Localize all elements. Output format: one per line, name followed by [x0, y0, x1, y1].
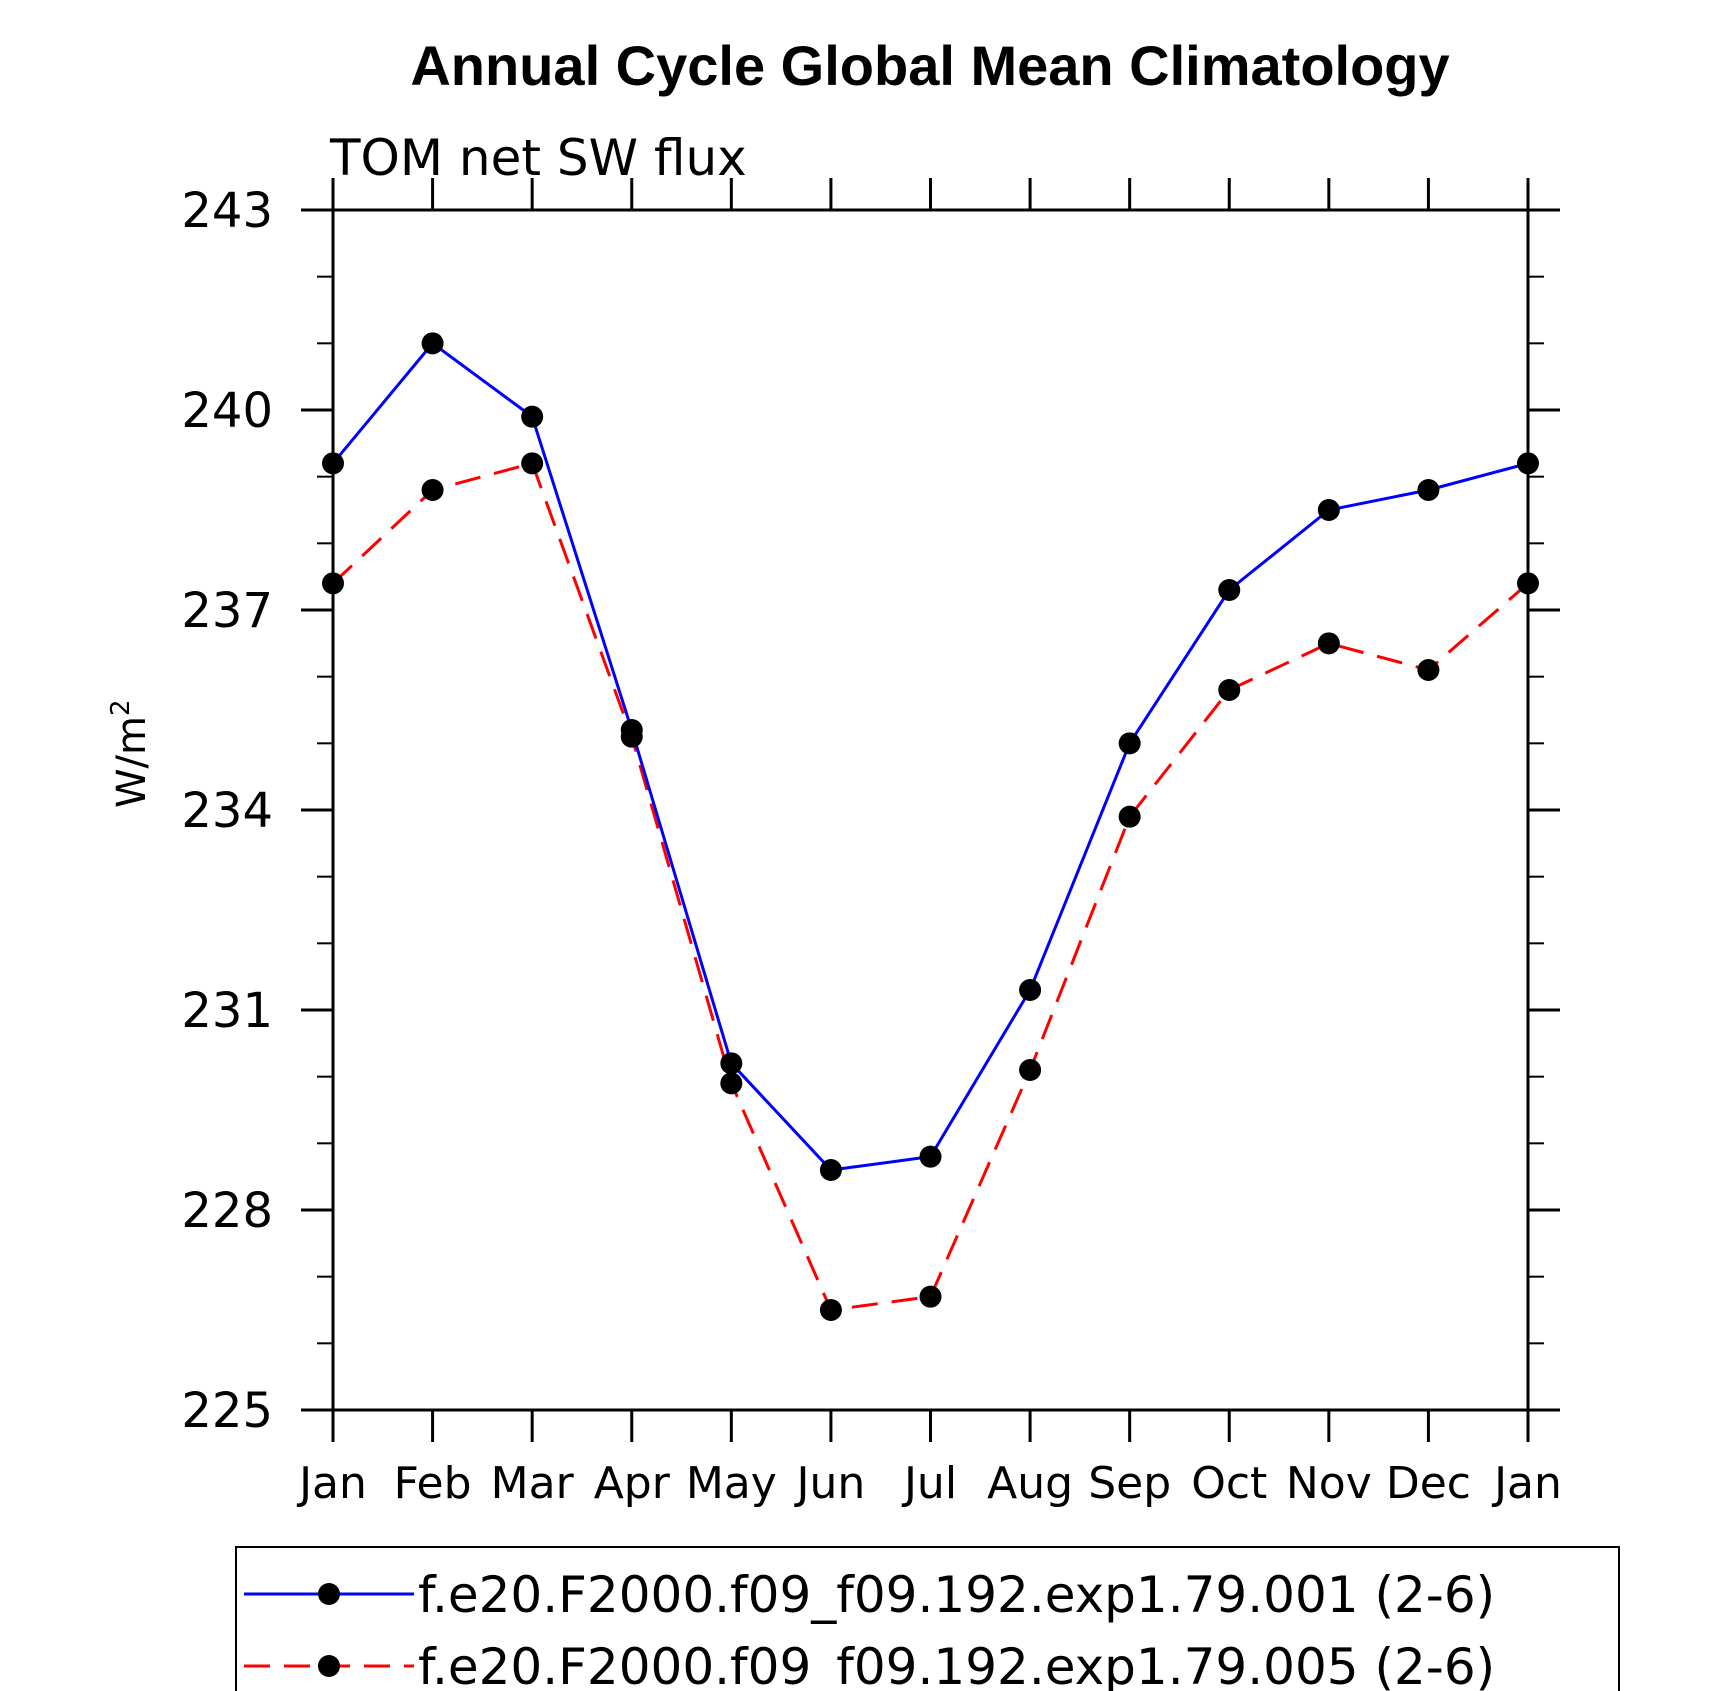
legend: f.e20.F2000.f09_f09.192.exp1.79.001 (2-6… — [235, 1546, 1620, 1691]
x-tick-label: Sep — [1088, 1458, 1171, 1509]
x-tick-label: Jan — [1491, 1458, 1562, 1509]
y-tick-label: 225 — [181, 1383, 273, 1439]
x-tick-label: May — [686, 1458, 777, 1509]
data-point — [1517, 572, 1539, 595]
series-group — [322, 332, 1539, 1321]
x-tick-label: Jun — [794, 1458, 866, 1509]
x-tick-label: Nov — [1286, 1458, 1372, 1509]
data-point — [1218, 679, 1241, 701]
series-line — [331, 461, 1529, 1312]
x-tick-label: Apr — [594, 1458, 671, 1509]
data-point — [1019, 979, 1042, 1001]
y-tick-label: 231 — [181, 983, 273, 1039]
data-point — [521, 405, 544, 428]
data-point — [919, 1285, 942, 1308]
y-tick-label: 240 — [181, 383, 273, 439]
data-point — [1019, 1059, 1042, 1081]
legend-entry-label: f.e20.F2000.f09_f09.192.exp1.79.001 (2-6… — [418, 1566, 1495, 1624]
y-tick-label: 243 — [181, 183, 273, 239]
data-point — [620, 719, 643, 741]
chart-title: Annual Cycle Global Mean Climatology — [410, 34, 1449, 97]
legend-marker — [318, 1655, 340, 1677]
chart-subtitle: TOM net SW flux — [329, 129, 747, 187]
data-point — [919, 1145, 942, 1168]
data-point — [521, 452, 544, 475]
y-tick-label: 234 — [181, 783, 273, 839]
y-tick-label: 237 — [181, 583, 273, 639]
y-axis-label-unit: W/m — [109, 716, 155, 808]
data-point — [1118, 805, 1141, 828]
data-point — [421, 332, 444, 355]
data-point — [1218, 579, 1241, 601]
x-tick-label: Oct — [1191, 1458, 1267, 1509]
data-point — [1417, 479, 1440, 501]
y-axis-label-exponent: 2 — [106, 699, 136, 716]
data-point — [322, 452, 344, 475]
data-point — [421, 479, 444, 501]
legend-marker — [318, 1583, 340, 1605]
legend-entry-label: f.e20.F2000.f09_f09.192.exp1.79.005 (2-6… — [418, 1638, 1495, 1691]
x-tick-label: Feb — [394, 1458, 472, 1509]
axes: 225 228 231 234 237 240 243 Jan Feb Mar Apr May Jun J… — [181, 178, 1562, 1509]
data-point — [720, 1052, 743, 1075]
y-tick-label: 228 — [181, 1183, 273, 1239]
x-tick-label: Mar — [491, 1458, 575, 1509]
data-point — [819, 1159, 842, 1181]
x-tick-label: Jan — [296, 1458, 367, 1509]
data-point — [819, 1299, 842, 1321]
x-tick-label: Dec — [1386, 1458, 1471, 1509]
data-point — [1417, 659, 1440, 681]
data-point — [322, 572, 344, 595]
x-tick-label: Aug — [987, 1458, 1073, 1509]
x-tick-label: Jul — [901, 1458, 957, 1509]
plot-frame — [331, 208, 1530, 1412]
data-point — [720, 1072, 743, 1095]
data-point — [1517, 452, 1539, 475]
data-point — [1118, 732, 1141, 755]
data-point — [1317, 499, 1340, 521]
y-axis-label: W/m2 — [106, 699, 155, 808]
data-point — [1317, 632, 1340, 655]
legend-box — [235, 1546, 1620, 1691]
